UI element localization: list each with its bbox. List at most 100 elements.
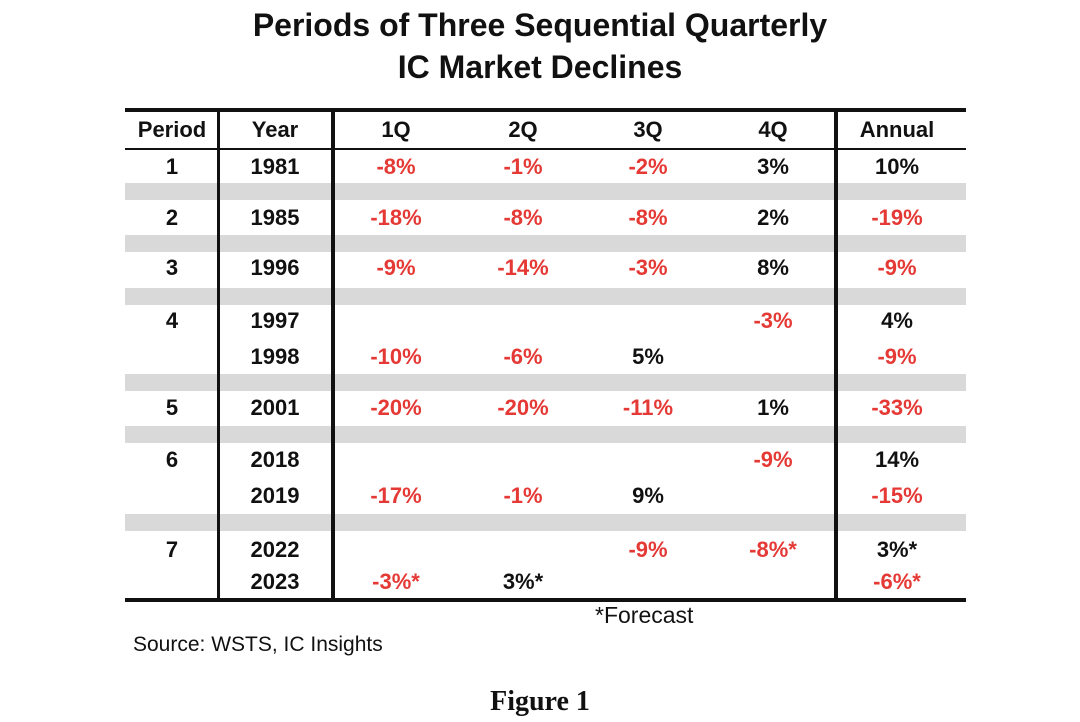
column-divider-year [331, 108, 335, 602]
band-segment [125, 374, 217, 391]
table-cell-annual: -19% [871, 205, 923, 230]
table-cell-q2: -8% [503, 205, 543, 230]
table-cell-annual: -9% [877, 255, 917, 280]
table-cell-q4: 3% [757, 154, 789, 179]
header-annual: Annual [859, 117, 935, 142]
header-4q: 4Q [758, 117, 788, 142]
table-top-rule [125, 108, 966, 112]
period-separator-band [125, 514, 966, 531]
table-cell-year: 2019 [250, 483, 300, 508]
title-line-2: IC Market Declines [397, 49, 683, 85]
table-cell-annual: -9% [877, 344, 917, 369]
band-segment [838, 288, 966, 305]
band-segment [838, 235, 966, 252]
band-segment [335, 235, 834, 252]
table-cell-q4: 2% [757, 205, 789, 230]
period-separator-band [125, 426, 966, 443]
table-cell-q1: -9% [376, 255, 416, 280]
table-cell-period: 7 [165, 537, 179, 562]
table-cell-annual: 10% [874, 154, 920, 179]
column-divider-annual [834, 108, 838, 602]
table-cell-q3: -3% [628, 255, 668, 280]
table-cell-period: 3 [165, 255, 179, 280]
header-period: Period [137, 117, 207, 142]
table-cell-period: 1 [165, 154, 179, 179]
forecast-footnote: *Forecast [595, 602, 694, 628]
table-cell-q3: 5% [632, 344, 664, 369]
band-segment [838, 183, 966, 200]
band-segment [220, 514, 331, 531]
table-cell-q2: -1% [503, 154, 543, 179]
table-cell-period: 2 [165, 205, 179, 230]
band-segment [335, 426, 834, 443]
table-cell-q4: -3% [753, 308, 793, 333]
table-cell-year: 1997 [250, 308, 300, 333]
band-segment [335, 514, 834, 531]
band-segment [220, 374, 331, 391]
declines-table: Period Year 1Q 2Q 3Q 4Q Annual 1 1981 -8% -… [125, 108, 966, 602]
table-cell-q4: 1% [757, 395, 789, 420]
table-cell-q1: -17% [370, 483, 422, 508]
table-cell-annual: 3%* [876, 537, 918, 562]
band-segment [335, 183, 834, 200]
table-cell-q1: -20% [370, 395, 422, 420]
table-cell-year: 1996 [250, 255, 300, 280]
header-1q: 1Q [381, 117, 411, 142]
band-segment [838, 514, 966, 531]
band-segment [838, 426, 966, 443]
table-cell-q1: -8% [376, 154, 416, 179]
table-cell-year: 1981 [250, 154, 300, 179]
table-cell-q2: -6% [503, 344, 543, 369]
header-year: Year [251, 117, 299, 142]
band-segment [220, 426, 331, 443]
period-separator-band [125, 288, 966, 305]
table-cell-q1: -10% [370, 344, 422, 369]
table-cell-q3: -2% [628, 154, 668, 179]
table-cell-q1: -18% [370, 205, 422, 230]
band-segment [125, 183, 217, 200]
table-cell-q3: -9% [628, 537, 668, 562]
table-cell-period: 6 [165, 447, 179, 472]
header-2q: 2Q [508, 117, 538, 142]
band-segment [125, 514, 217, 531]
period-separator-band [125, 183, 966, 200]
band-segment [125, 288, 217, 305]
table-cell-q3: 9% [632, 483, 664, 508]
table-cell-q4: -8%* [749, 537, 797, 562]
table-bottom-rule [125, 598, 966, 602]
table-cell-q2: -14% [497, 255, 549, 280]
table-cell-q2: -20% [497, 395, 549, 420]
table-header-rule [125, 148, 966, 150]
title-line-1: Periods of Three Sequential Quarterly [252, 7, 828, 43]
table-cell-year: 2018 [250, 447, 300, 472]
table-cell-year: 1985 [250, 205, 300, 230]
header-3q: 3Q [633, 117, 663, 142]
table-cell-annual: -6%* [873, 569, 921, 594]
table-cell-period: 5 [165, 395, 179, 420]
table-cell-annual: 4% [881, 308, 913, 333]
table-cell-year: 1998 [250, 344, 300, 369]
band-segment [838, 374, 966, 391]
table-cell-q3: -11% [622, 395, 674, 420]
period-separator-band [125, 235, 966, 252]
figure-caption: Figure 1 [490, 686, 590, 717]
band-segment [335, 374, 834, 391]
table-cell-period: 4 [165, 308, 179, 333]
band-segment [335, 288, 834, 305]
table-cell-q4: 8% [757, 255, 789, 280]
band-segment [125, 235, 217, 252]
table-cell-annual: -33% [871, 395, 923, 420]
table-cell-q4: -9% [753, 447, 793, 472]
table-cell-year: 2001 [250, 395, 300, 420]
table-cell-annual: -15% [871, 483, 923, 508]
band-segment [125, 426, 217, 443]
table-cell-year: 2023 [250, 569, 300, 594]
table-cell-q2: 3%* [502, 569, 544, 594]
table-cell-q2: -1% [503, 483, 543, 508]
table-title: Periods of Three Sequential Quarterly IC… [0, 4, 1080, 88]
band-segment [220, 288, 331, 305]
period-separator-band [125, 374, 966, 391]
column-divider-period [217, 108, 220, 602]
source-note: Source: WSTS, IC Insights [133, 633, 383, 656]
table-cell-q1: -3%* [372, 569, 420, 594]
